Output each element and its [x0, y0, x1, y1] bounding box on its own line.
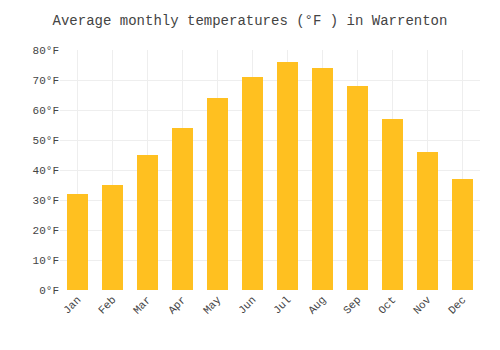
svg-text:Mar: Mar: [131, 294, 153, 316]
svg-text:Jun: Jun: [236, 294, 258, 316]
svg-text:Aug: Aug: [306, 294, 328, 316]
svg-text:70°F: 70°F: [33, 75, 59, 87]
svg-text:30°F: 30°F: [33, 195, 59, 207]
svg-text:60°F: 60°F: [33, 105, 59, 117]
svg-text:May: May: [201, 294, 224, 317]
svg-text:20°F: 20°F: [33, 225, 59, 237]
svg-text:40°F: 40°F: [33, 165, 59, 177]
svg-text:Sep: Sep: [341, 294, 363, 316]
svg-text:Feb: Feb: [96, 294, 118, 316]
svg-text:Nov: Nov: [411, 294, 434, 317]
svg-text:80°F: 80°F: [33, 45, 59, 57]
svg-text:50°F: 50°F: [33, 135, 59, 147]
svg-text:Jul: Jul: [271, 294, 293, 316]
svg-text:Oct: Oct: [376, 294, 398, 316]
svg-text:0°F: 0°F: [39, 285, 59, 297]
svg-text:Apr: Apr: [166, 294, 188, 316]
svg-text:10°F: 10°F: [33, 255, 59, 267]
svg-text:Dec: Dec: [446, 294, 468, 316]
svg-text:Average monthly temperatures (: Average monthly temperatures (°F ) in Wa…: [53, 13, 448, 29]
svg-text:Jan: Jan: [61, 294, 83, 316]
